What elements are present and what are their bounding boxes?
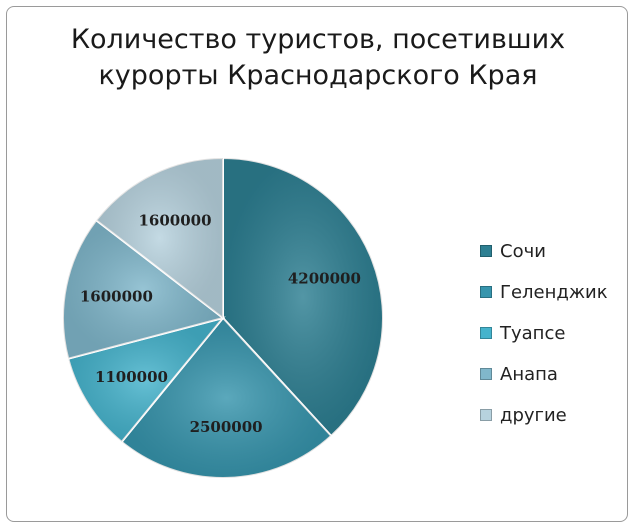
pie-slice-labels: 4200000 2500000 1100000 1600000 1600000: [80, 211, 361, 435]
legend-item-0: Сочи: [480, 240, 608, 262]
legend-label-3: Анапа: [500, 363, 558, 385]
legend-label-1: Геленджик: [500, 281, 608, 303]
legend-item-3: Анапа: [480, 363, 608, 385]
legend-item-2: Туапсе: [480, 322, 608, 344]
pie-slice-shade-4: [96, 158, 223, 318]
legend-swatch-1: [480, 286, 492, 298]
pie-slice-label-0: 4200000: [288, 270, 361, 288]
chart-title-line-2: курорты Краснодарского Края: [98, 60, 538, 91]
pie-slice-label-4: 1600000: [138, 211, 211, 229]
legend-swatch-0: [480, 245, 492, 257]
pie-slice-label-2: 1100000: [95, 368, 168, 386]
chart-title: Количество туристов, посетивших курорты …: [0, 22, 636, 94]
pie-slice-shade-0: [223, 158, 383, 436]
pie-slice-label-1: 2500000: [190, 418, 263, 436]
pie-slices: [62, 156, 384, 479]
pie-slice-shade-3: [63, 220, 223, 359]
legend-label-2: Туапсе: [500, 322, 566, 344]
chart-legend: Сочи Геленджик Туапсе Анапа другие: [480, 240, 608, 426]
legend-swatch-2: [480, 327, 492, 339]
legend-label-4: другие: [500, 404, 567, 426]
pie-slice-shade-1: [121, 318, 332, 478]
legend-item-1: Геленджик: [480, 281, 608, 303]
legend-swatch-3: [480, 368, 492, 380]
legend-label-0: Сочи: [500, 240, 546, 262]
pie-slice-label-3: 1600000: [80, 287, 153, 305]
legend-item-4: другие: [480, 404, 608, 426]
chart-title-line-1: Количество туристов, посетивших: [70, 24, 566, 55]
legend-swatch-4: [480, 409, 492, 421]
